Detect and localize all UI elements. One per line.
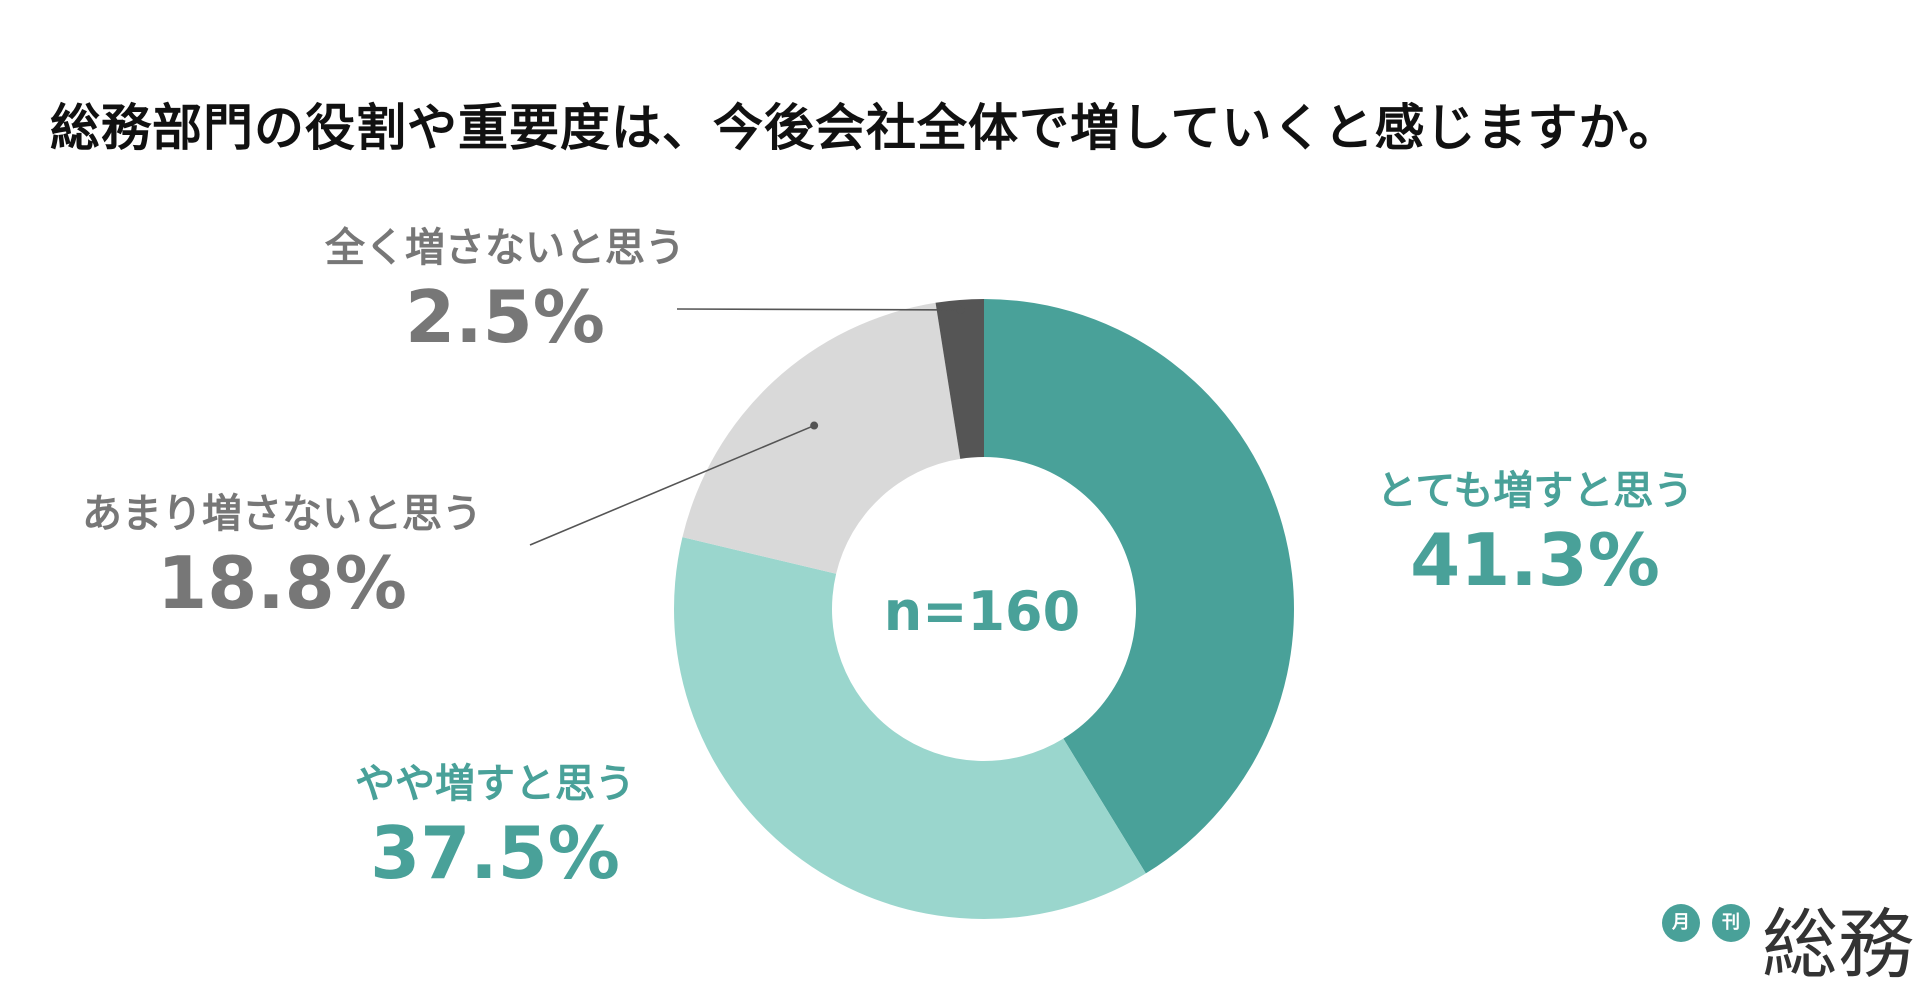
leader-dot-not-at-all-increase — [956, 305, 965, 314]
data-label-not-at-all-increase: 全く増さないと思う 2.5% — [325, 222, 685, 360]
slice-not-at-all-increase — [935, 299, 984, 459]
logo-badge-month: 月 — [1662, 904, 1700, 942]
slice-somewhat-increase — [674, 537, 1146, 919]
category-label-somewhat-increase: やや増すと思う — [355, 761, 635, 807]
sample-size-label: n=160 — [883, 580, 1081, 643]
category-label-not-at-all-increase: 全く増さないと思う — [325, 225, 685, 271]
value-label-not-much-increase: 18.8% — [157, 541, 407, 625]
logo-wordmark: 総務 — [1762, 900, 1914, 989]
data-label-very-increase: とても増すと思う 41.3% — [1377, 465, 1694, 603]
value-label-very-increase: 41.3% — [1410, 518, 1660, 602]
data-label-not-much-increase: あまり増さないと思う 18.8% — [82, 488, 482, 626]
leader-line-not-at-all-increase — [676, 308, 961, 311]
monthly-soumu-logo: 月 刊 総務 — [1660, 900, 1914, 990]
chart-title: 総務部門の役割や重要度は、今後会社全体で増していくと感じますか。 — [50, 99, 1680, 157]
logo-badge-publication: 刊 — [1712, 904, 1750, 942]
value-label-not-at-all-increase: 2.5% — [405, 275, 605, 359]
value-label-somewhat-increase: 37.5% — [370, 811, 620, 895]
category-label-very-increase: とても増すと思う — [1376, 468, 1694, 514]
category-label-not-much-increase: あまり増さないと思う — [82, 491, 482, 537]
leader-dot-not-much-increase — [810, 421, 819, 430]
leader-line-not-much-increase — [529, 424, 815, 546]
slice-not-much-increase — [682, 302, 961, 574]
data-label-somewhat-increase: やや増すと思う 37.5% — [355, 758, 635, 896]
slice-very-increase — [984, 299, 1294, 874]
